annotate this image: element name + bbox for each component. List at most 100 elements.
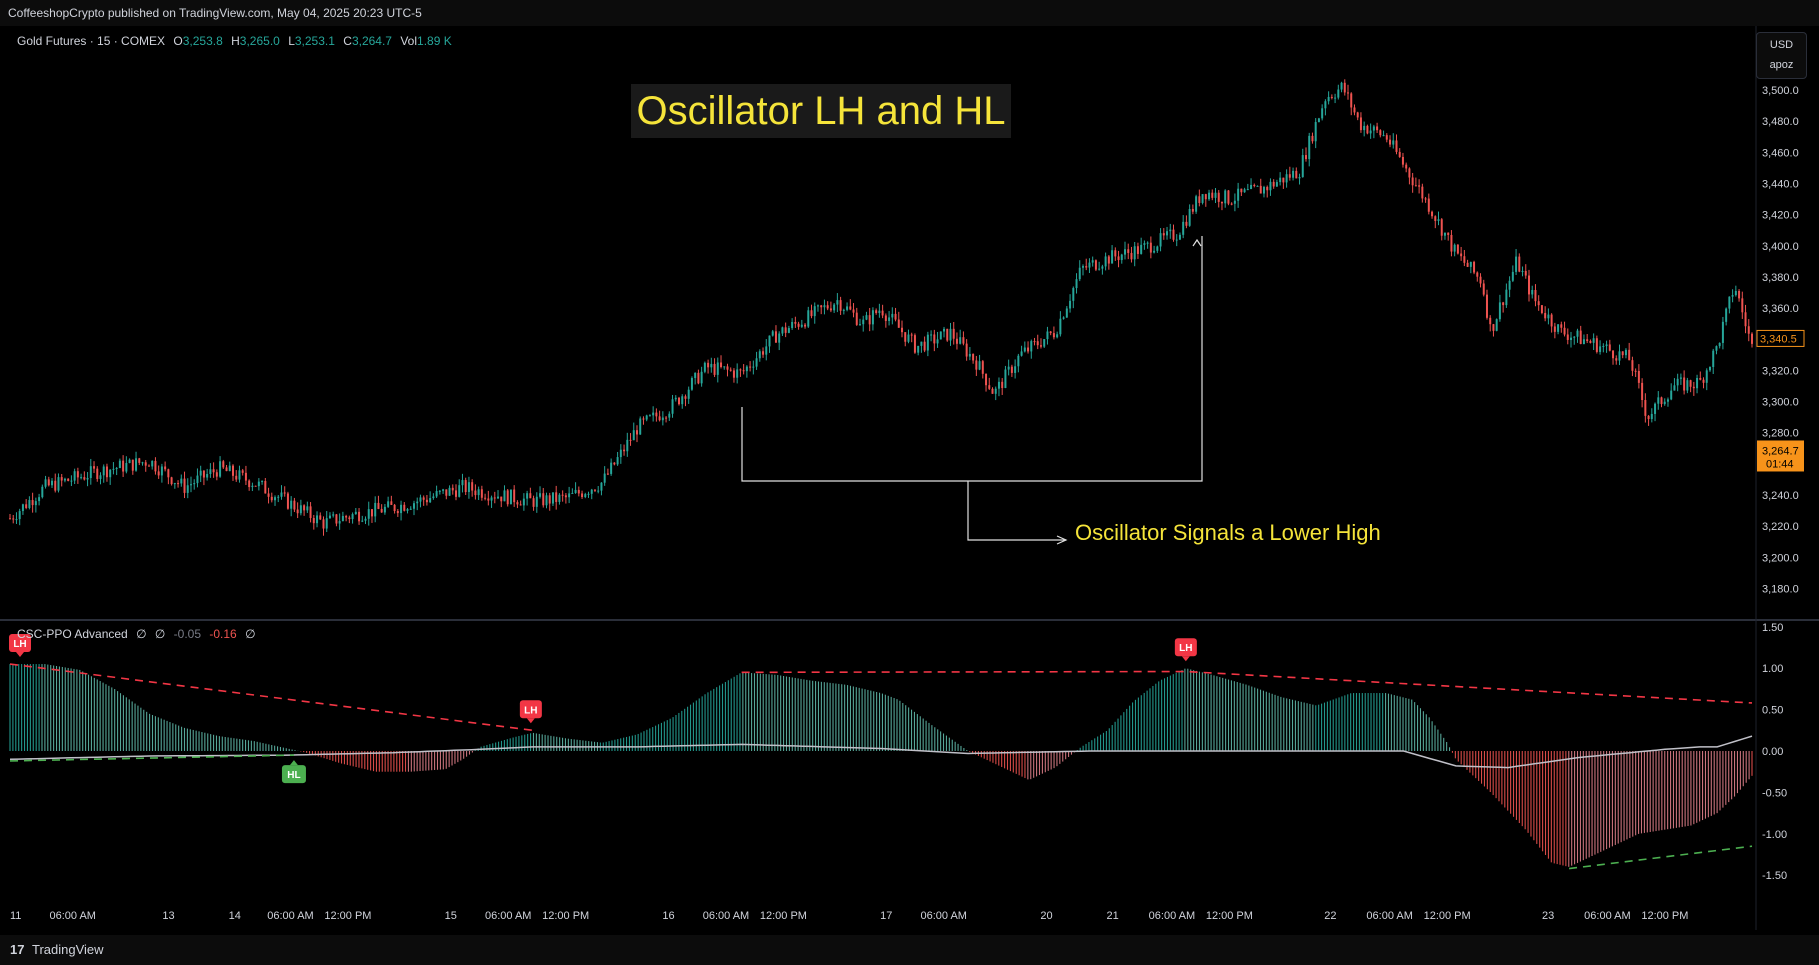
candle-body: [1117, 256, 1120, 261]
candle-body: [1224, 190, 1227, 204]
candle-body: [1644, 400, 1647, 416]
candle-body: [1363, 125, 1366, 131]
candle-body: [80, 477, 83, 479]
candle-body: [1615, 358, 1618, 361]
time-axis-tick: 06:00 AM: [485, 910, 531, 922]
candle-body: [1540, 305, 1543, 314]
candle-body: [959, 337, 962, 344]
candle-body: [1259, 185, 1262, 194]
candle-body: [713, 363, 716, 375]
hl-marker-label: HL: [287, 770, 300, 781]
lh-marker-label: LH: [13, 639, 26, 650]
candle-body: [678, 397, 681, 405]
price-axis-tick: 3,440.0: [1762, 178, 1799, 190]
candle-body: [509, 489, 512, 505]
tradingview-logo-icon[interactable]: 17: [10, 942, 25, 957]
candle-body: [1153, 250, 1156, 253]
candle-body: [1440, 219, 1443, 236]
candle-body: [1621, 351, 1624, 356]
candle-body: [571, 492, 574, 494]
osc-axis-tick: 0.00: [1762, 746, 1783, 758]
price-axis-tick: 3,460.0: [1762, 147, 1799, 159]
candle-body: [1043, 339, 1046, 347]
candle-body: [361, 520, 364, 522]
candle-body: [299, 505, 302, 514]
candle-body: [1269, 181, 1272, 191]
candle-body: [238, 470, 241, 480]
time-axis-tick: 06:00 AM: [49, 910, 95, 922]
candle-body: [1414, 185, 1417, 187]
candle-body: [1343, 82, 1346, 93]
candle-body: [1527, 275, 1530, 295]
candle-body: [629, 439, 632, 441]
candle-body: [1317, 118, 1320, 123]
candle-body: [962, 337, 965, 344]
symbol-label[interactable]: Gold Futures · 15 · COMEX: [17, 34, 166, 48]
candle-body: [358, 511, 361, 522]
price-legend: Gold Futures · 15 · COMEX O3,253.8 H3,26…: [17, 34, 452, 48]
candle-body: [1734, 290, 1737, 296]
candle-body: [839, 300, 842, 311]
candle-body: [555, 492, 558, 502]
candle-body: [997, 381, 1000, 389]
price-axis-tick: 3,480.0: [1762, 116, 1799, 128]
candle-body: [871, 310, 874, 325]
candle-body: [1637, 370, 1640, 383]
candle-body: [1592, 338, 1595, 343]
candle-body: [888, 317, 891, 321]
candle-body: [31, 500, 34, 506]
candle-body: [968, 353, 971, 357]
candle-body: [1376, 126, 1379, 131]
candle-body: [868, 315, 871, 325]
candle-body: [687, 389, 690, 399]
candle-body: [500, 496, 503, 502]
indicator-name[interactable]: CSC-PPO Advanced: [17, 627, 128, 641]
candle-body: [1220, 201, 1223, 204]
candle-body: [1094, 260, 1097, 270]
candle-body: [112, 468, 115, 470]
open-value: 3,253.8: [182, 34, 223, 48]
candle-body: [506, 490, 509, 505]
candle-body: [170, 477, 173, 485]
candle-body: [1288, 174, 1291, 178]
candle-body: [1178, 234, 1181, 240]
candle-body: [1398, 151, 1401, 157]
candle-body: [157, 471, 160, 476]
candle-body: [939, 331, 942, 340]
candle-body: [322, 519, 325, 529]
candle-body: [561, 494, 564, 496]
candle-body: [9, 518, 11, 520]
candle-body: [1085, 266, 1088, 268]
candle-body: [952, 328, 955, 339]
candle-body: [377, 502, 380, 509]
candle-body: [1602, 346, 1605, 348]
currency-selector[interactable]: USD apoz: [1756, 32, 1807, 79]
candle-body: [762, 351, 765, 355]
candle-body: [1605, 344, 1608, 347]
osc-axis-tick: -0.50: [1762, 787, 1787, 799]
time-axis-tick: 06:00 AM: [920, 910, 966, 922]
candle-body: [484, 497, 487, 499]
candle-body: [1140, 244, 1143, 254]
hl-divergence-line: [9, 754, 294, 762]
candle-body: [1052, 333, 1055, 338]
candle-body: [406, 509, 409, 511]
candle-body: [477, 489, 480, 496]
candle-body: [522, 498, 525, 506]
candle-body: [1056, 334, 1059, 338]
divergence-markers: LH LH HL LH: [9, 634, 1197, 784]
candle-body: [901, 327, 904, 333]
candle-body: [1679, 377, 1682, 379]
close-label: C: [343, 34, 352, 48]
candle-body: [671, 399, 674, 414]
candle-body: [1279, 177, 1282, 183]
candle-body: [1091, 260, 1094, 263]
candle-body: [1498, 302, 1501, 320]
candle-body: [568, 493, 571, 498]
tradingview-brand[interactable]: TradingView: [32, 942, 104, 957]
candle-body: [235, 475, 238, 480]
candle-body: [1660, 397, 1663, 405]
time-axis-tick: 12:00 PM: [760, 910, 807, 922]
candle-body: [212, 469, 215, 473]
